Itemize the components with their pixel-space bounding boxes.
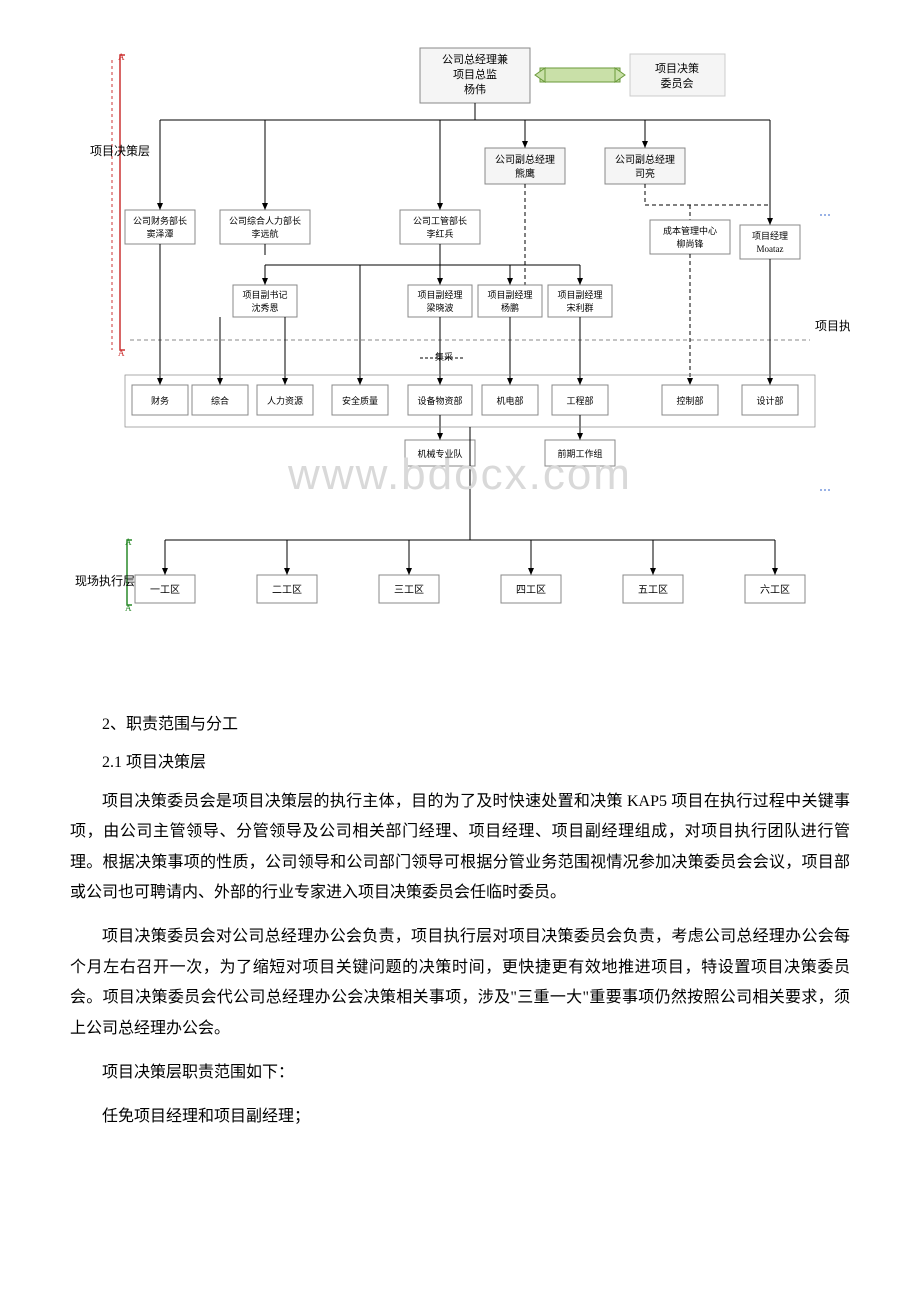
svg-text:杨鹏: 杨鹏 — [501, 302, 519, 313]
org-chart-svg: A A 公司总经理兼 项目总监 杨伟 项目决策 委员会 项目决策层 — [70, 40, 850, 680]
committee-l2: 委员会 — [661, 77, 694, 90]
svg-text:A: A — [118, 348, 125, 358]
departments-row: 财务 综合 人力资源 安全质量 设备物资部 机电部 工程部 控制部 设计部 — [132, 385, 798, 415]
svg-text:公司综合人力部长: 公司综合人力部长 — [229, 215, 301, 226]
gm-line3: 杨伟 — [464, 82, 486, 96]
paragraph-2: 项目决策委员会对公司总经理办公会负责，项目执行层对项目决策委员会负责，考虑公司总… — [70, 922, 850, 1044]
svg-text:宋利群: 宋利群 — [566, 302, 593, 313]
svg-text:沈秀恩: 沈秀恩 — [251, 302, 278, 313]
svg-text:机械专业队: 机械专业队 — [417, 448, 462, 459]
execution-layer-label: 项目执行层 — [815, 319, 850, 333]
site-layer-label: 现场执行层 — [75, 574, 135, 588]
gm-line2: 项目总监 — [453, 67, 497, 81]
svg-text:项目经理: 项目经理 — [752, 230, 788, 241]
svg-text:机电部: 机电部 — [496, 395, 523, 406]
svg-text:六工区: 六工区 — [760, 584, 790, 596]
svg-text:项目副经理: 项目副经理 — [487, 289, 532, 300]
svg-text:李远航: 李远航 — [251, 228, 278, 239]
zones-row: 一工区 二工区 三工区 四工区 五工区 六工区 — [135, 540, 805, 603]
svg-text:项目副书记: 项目副书记 — [242, 290, 287, 300]
svg-text:A: A — [125, 537, 132, 547]
committee-l1: 项目决策 — [655, 61, 699, 75]
svg-text:项目副经理: 项目副经理 — [557, 289, 602, 300]
svg-text:A: A — [118, 52, 125, 62]
svg-text:A: A — [125, 603, 132, 613]
svg-text:公司财务部长: 公司财务部长 — [133, 215, 187, 226]
svg-text:公司副总经理: 公司副总经理 — [495, 153, 555, 166]
paragraph-4: 任免项目经理和项目副经理； — [70, 1102, 850, 1132]
section-heading-2: 2、职责范围与分工 — [70, 710, 850, 740]
svg-text:前期工作组: 前期工作组 — [557, 448, 602, 459]
svg-text:四工区: 四工区 — [516, 584, 546, 596]
svg-text:综合: 综合 — [211, 395, 229, 406]
section-heading-2-1: 2.1 项目决策层 — [70, 748, 850, 778]
svg-text:李红兵: 李红兵 — [426, 228, 453, 239]
gm-line1: 公司总经理兼 — [442, 52, 508, 66]
paragraph-3: 项目决策层职责范围如下： — [70, 1058, 850, 1088]
svg-text:熊鹰: 熊鹰 — [515, 167, 535, 180]
svg-text:Moataz: Moataz — [757, 244, 784, 254]
svg-text:人力资源: 人力资源 — [267, 395, 303, 406]
svg-text:集采: 集采 — [435, 351, 453, 362]
decision-layer-label: 项目决策层 — [90, 144, 150, 158]
svg-text:梁晓波: 梁晓波 — [426, 302, 453, 313]
svg-text:司亮: 司亮 — [635, 167, 655, 180]
svg-text:控制部: 控制部 — [676, 395, 703, 406]
svg-text:成本管理中心: 成本管理中心 — [663, 225, 717, 236]
svg-text:设备物资部: 设备物资部 — [417, 395, 462, 406]
svg-text:一工区: 一工区 — [150, 584, 180, 596]
paragraph-1: 项目决策委员会是项目决策层的执行主体，目的为了及时快速处置和决策 KAP5 项目… — [70, 787, 850, 909]
svg-text:五工区: 五工区 — [638, 584, 668, 596]
svg-text:公司工管部长: 公司工管部长 — [413, 215, 467, 226]
svg-text:二工区: 二工区 — [272, 584, 302, 596]
svg-text:三工区: 三工区 — [394, 584, 424, 596]
org-chart: A A 公司总经理兼 项目总监 杨伟 项目决策 委员会 项目决策层 — [70, 40, 850, 680]
svg-text:公司副总经理: 公司副总经理 — [615, 153, 675, 166]
svg-text:窦泽潭: 窦泽潭 — [146, 228, 173, 239]
svg-text:安全质量: 安全质量 — [342, 395, 378, 406]
svg-text:项目副经理: 项目副经理 — [417, 289, 462, 300]
svg-text:柳尚锋: 柳尚锋 — [676, 238, 703, 249]
svg-text:设计部: 设计部 — [756, 395, 783, 406]
svg-text:财务: 财务 — [151, 395, 169, 406]
svg-text:工程部: 工程部 — [566, 395, 593, 406]
